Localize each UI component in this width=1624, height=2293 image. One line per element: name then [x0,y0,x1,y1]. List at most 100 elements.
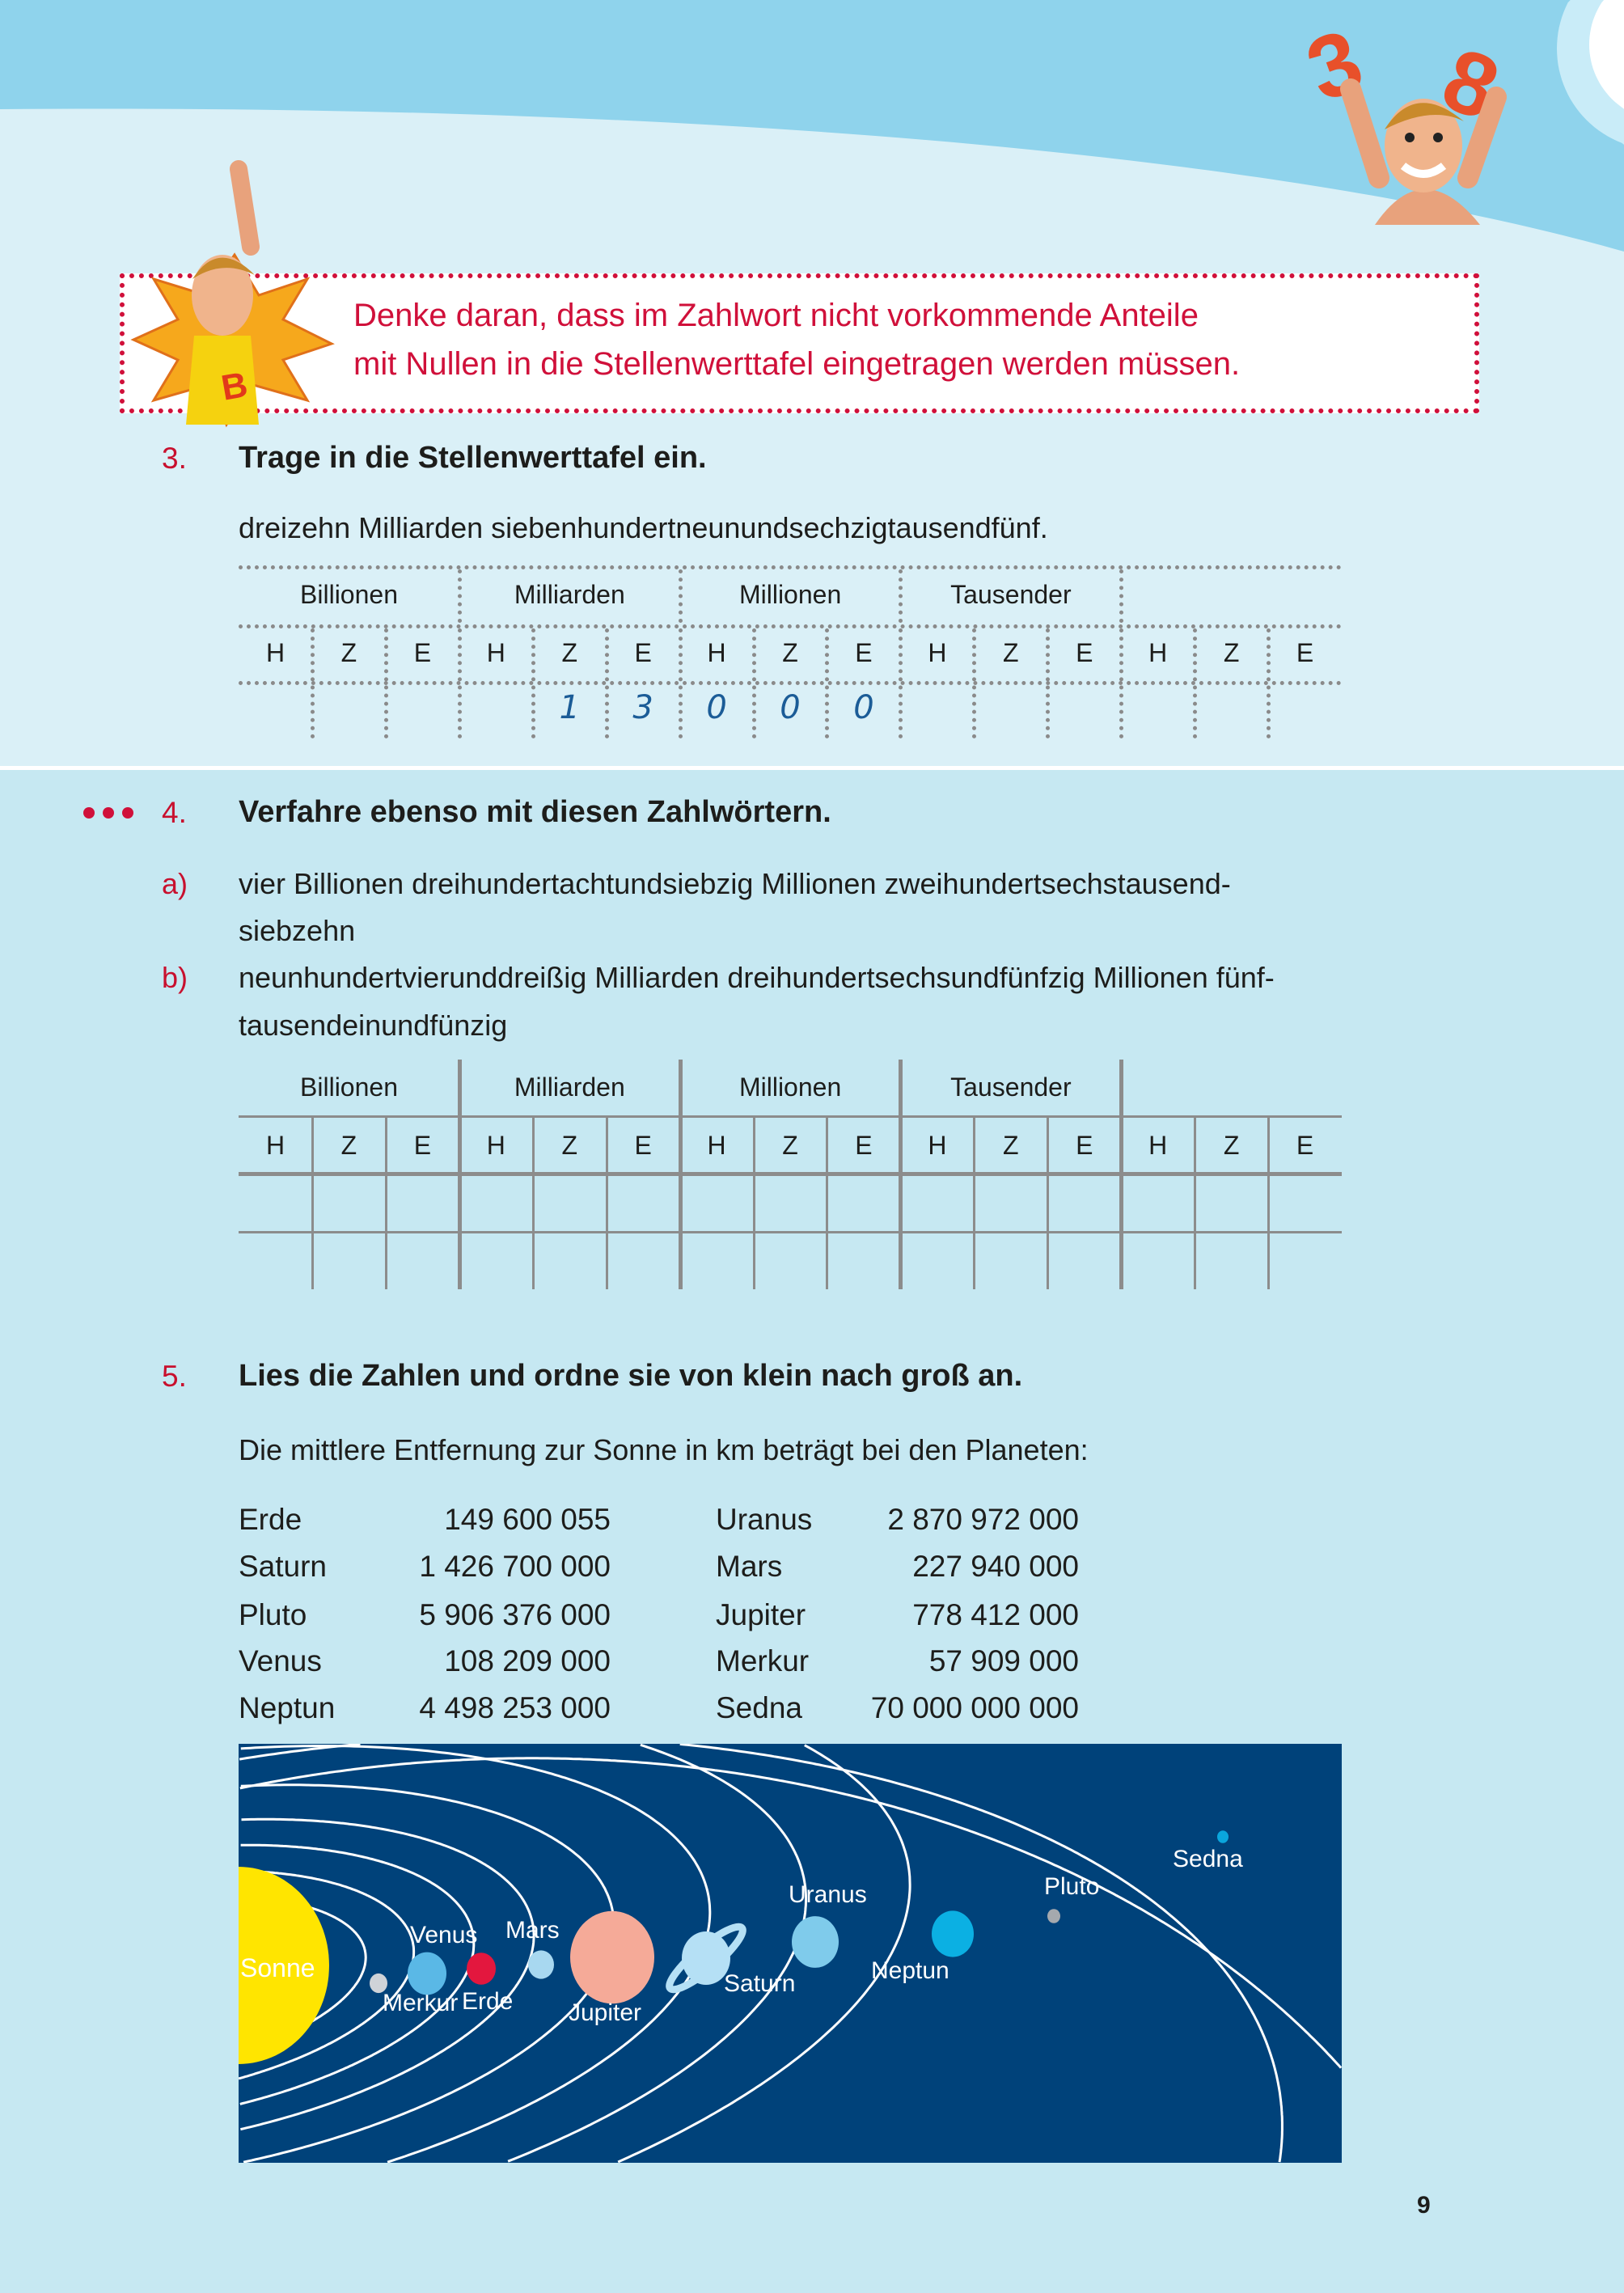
row-line [239,1115,1342,1118]
place-header: Z [782,638,798,667]
column-divider [1047,1116,1050,1289]
dotted-column-divider [1046,628,1051,738]
group-header: Milliarden [514,580,625,609]
header-bottom-line [239,1172,1342,1176]
exercise-3-title: Trage in die Stellenwerttafel ein. [239,441,707,475]
digit-entry: 0 [706,689,727,726]
dotted-column-divider [1119,628,1124,738]
planet-distance: 108 209 000 [444,1644,611,1677]
place-header: H [928,638,947,667]
planet-label: Uranus [789,1881,867,1908]
place-header: H [707,638,726,667]
item-b-text-1: neunhundertvierunddreißig Milliarden dre… [239,961,1275,994]
place-header: E [1076,638,1093,667]
digit-entry: 3 [632,689,653,726]
group-header: Tausender [950,1072,1072,1102]
digit-entry: 1 [559,689,580,726]
orbit-line-pluto [239,1744,1284,2163]
exercise-3-prompt: dreizehn Milliarden siebenhundertneunund… [239,511,1048,544]
place-header: E [413,638,432,667]
place-header: E [1296,638,1314,667]
planet-distance: 5 906 376 000 [419,1598,611,1631]
place-header: E [413,1131,432,1160]
exercise-5-title: Lies die Zahlen und ordne sie von klein … [239,1359,1023,1393]
mascot-holding-digits-illustration: 3 8 [1295,16,1511,225]
planet-label: Mars [505,1917,560,1944]
dotted-group-divider [678,569,683,623]
place-header: E [634,1131,652,1160]
place-header: H [486,1131,505,1160]
group-divider [457,1060,462,1289]
planet-name: Mars [716,1550,783,1583]
dotted-column-divider [899,628,903,738]
place-header: E [634,638,652,667]
planet-label: Jupiter [569,1999,641,2026]
exercise-4-title: Verfahre ebenso mit diesen Zahlwörtern. [239,795,831,829]
solar-system-diagram: Sonne Merkur Venus Erde Mars Jupiter Saturn Ura… [239,1744,1342,2163]
exercise-5-number: 5. [162,1360,187,1393]
planet-distance: 70 000 000 000 [870,1691,1079,1724]
column-divider [973,1116,976,1289]
item-a-text-2: siebzehn [239,914,356,947]
planet-name: Jupiter [716,1598,806,1631]
column-divider [826,1116,829,1289]
planet-label: Saturn [724,1970,795,1997]
column-divider [752,1116,755,1289]
place-header: H [1148,638,1168,667]
planet-distance: 227 940 000 [912,1550,1079,1583]
dotted-group-divider [1119,569,1124,623]
dotted-row-line [239,565,1342,569]
planet-name: Sedna [716,1691,802,1724]
exercise-5-subtitle: Die mittlere Entfernung zur Sonne in km … [239,1433,1089,1466]
place-header: Z [1003,1131,1019,1160]
column-divider [1267,1116,1271,1289]
planet-name: Erde [239,1503,302,1536]
place-header: E [1296,1131,1314,1160]
sky-banner [0,0,1624,252]
dotted-column-divider [1193,628,1198,738]
planet-mars [528,1950,554,1979]
row-line [239,1231,1342,1233]
column-divider [531,1116,535,1289]
item-b-text-2: tausendeinundfünzig [239,1009,508,1042]
planet-name: Saturn [239,1550,328,1583]
dotted-column-divider [383,628,388,738]
column-divider [605,1116,608,1289]
moon-icon [1589,0,1624,121]
dotted-group-divider [457,569,462,623]
place-header: Z [340,1131,357,1160]
dotted-column-divider [1267,628,1271,738]
page-number: 9 [1417,2192,1431,2219]
place-header: Z [561,1131,577,1160]
difficulty-dots-icon [83,807,142,823]
planet-venus [408,1952,446,1995]
planet-distance: 2 870 972 000 [887,1503,1079,1536]
planet-label: Pluto [1044,1873,1099,1900]
planet-erde [467,1952,496,1985]
dotted-group-divider [899,569,903,623]
dotted-column-divider [604,628,609,738]
planet-distance: 149 600 055 [444,1503,611,1536]
planet-neptun [932,1910,974,1957]
tip-text-line-2: mit Nullen in die Stellenwerttafel einge… [353,346,1241,382]
item-b-label: b) [162,961,188,994]
planet-name: Pluto [239,1598,307,1631]
planet-label: Sedna [1173,1846,1243,1872]
place-header: H [486,638,505,667]
diagram-background [239,1744,1342,2163]
place-header: E [855,638,873,667]
place-header: H [1148,1131,1168,1160]
place-header: E [1076,1131,1093,1160]
dotted-column-divider [310,628,315,738]
dotted-column-divider [972,628,977,738]
dotted-row-line [239,624,1342,628]
group-header: Tausender [950,580,1072,609]
place-header: H [707,1131,726,1160]
group-header: Milliarden [514,1072,625,1102]
digit-entry: 0 [780,689,801,726]
planet-distance: 4 498 253 000 [419,1691,611,1724]
planet-label: Venus [410,1922,477,1948]
place-header: Z [782,1131,798,1160]
group-header: Millionen [738,1072,842,1102]
dotted-column-divider [751,628,756,738]
